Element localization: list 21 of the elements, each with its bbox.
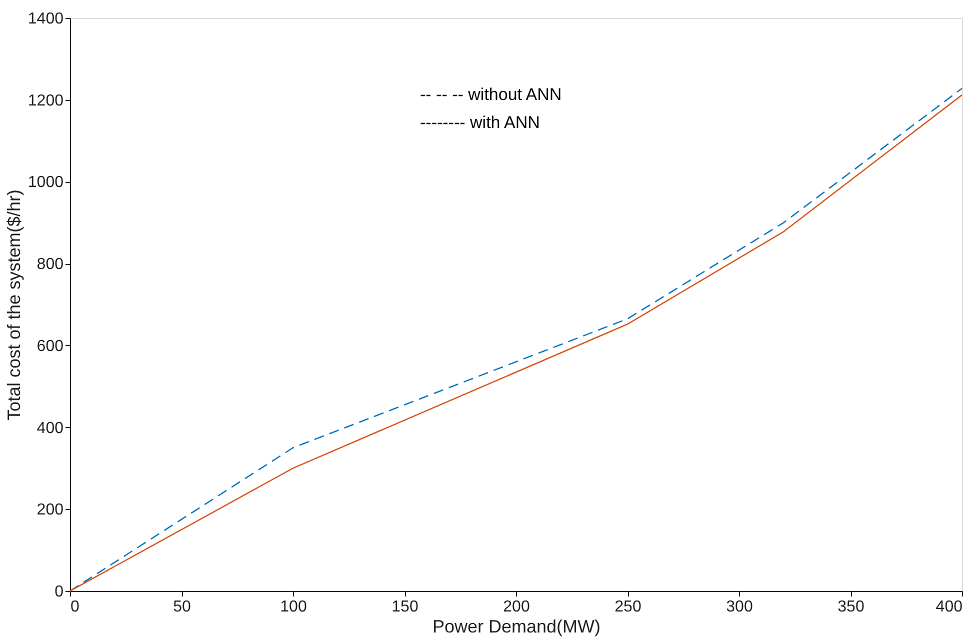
y-tick-label: 200 (36, 502, 64, 519)
y-tick-label: 600 (36, 338, 64, 355)
y-axis-title: Total cost of the system($/hr) (4, 189, 24, 421)
y-tick-label: 1200 (28, 92, 64, 110)
y-tick-label: 800 (36, 256, 64, 274)
x-tick-label: 300 (726, 598, 753, 616)
x-tick-label: 150 (392, 598, 418, 616)
y-tick-label: 1400 (28, 10, 64, 28)
annotation: -- -- -- without ANN (420, 85, 562, 104)
y-tick-label: 400 (36, 420, 64, 437)
x-tick-label: 350 (838, 598, 864, 616)
y-tick-label: 1000 (28, 174, 64, 192)
x-tick-label: 50 (173, 598, 191, 616)
x-tick-label: 200 (503, 598, 530, 616)
x-tick-label: 400 (936, 598, 963, 616)
x-tick-label: 100 (280, 598, 307, 616)
y-tick-label: 0 (54, 584, 64, 600)
x-axis-title: Power Demand(MW) (432, 616, 601, 636)
annotation: -------- with ANN (420, 113, 540, 132)
x-tick-label: 250 (614, 598, 642, 616)
x-tick-label: 0 (70, 598, 80, 616)
